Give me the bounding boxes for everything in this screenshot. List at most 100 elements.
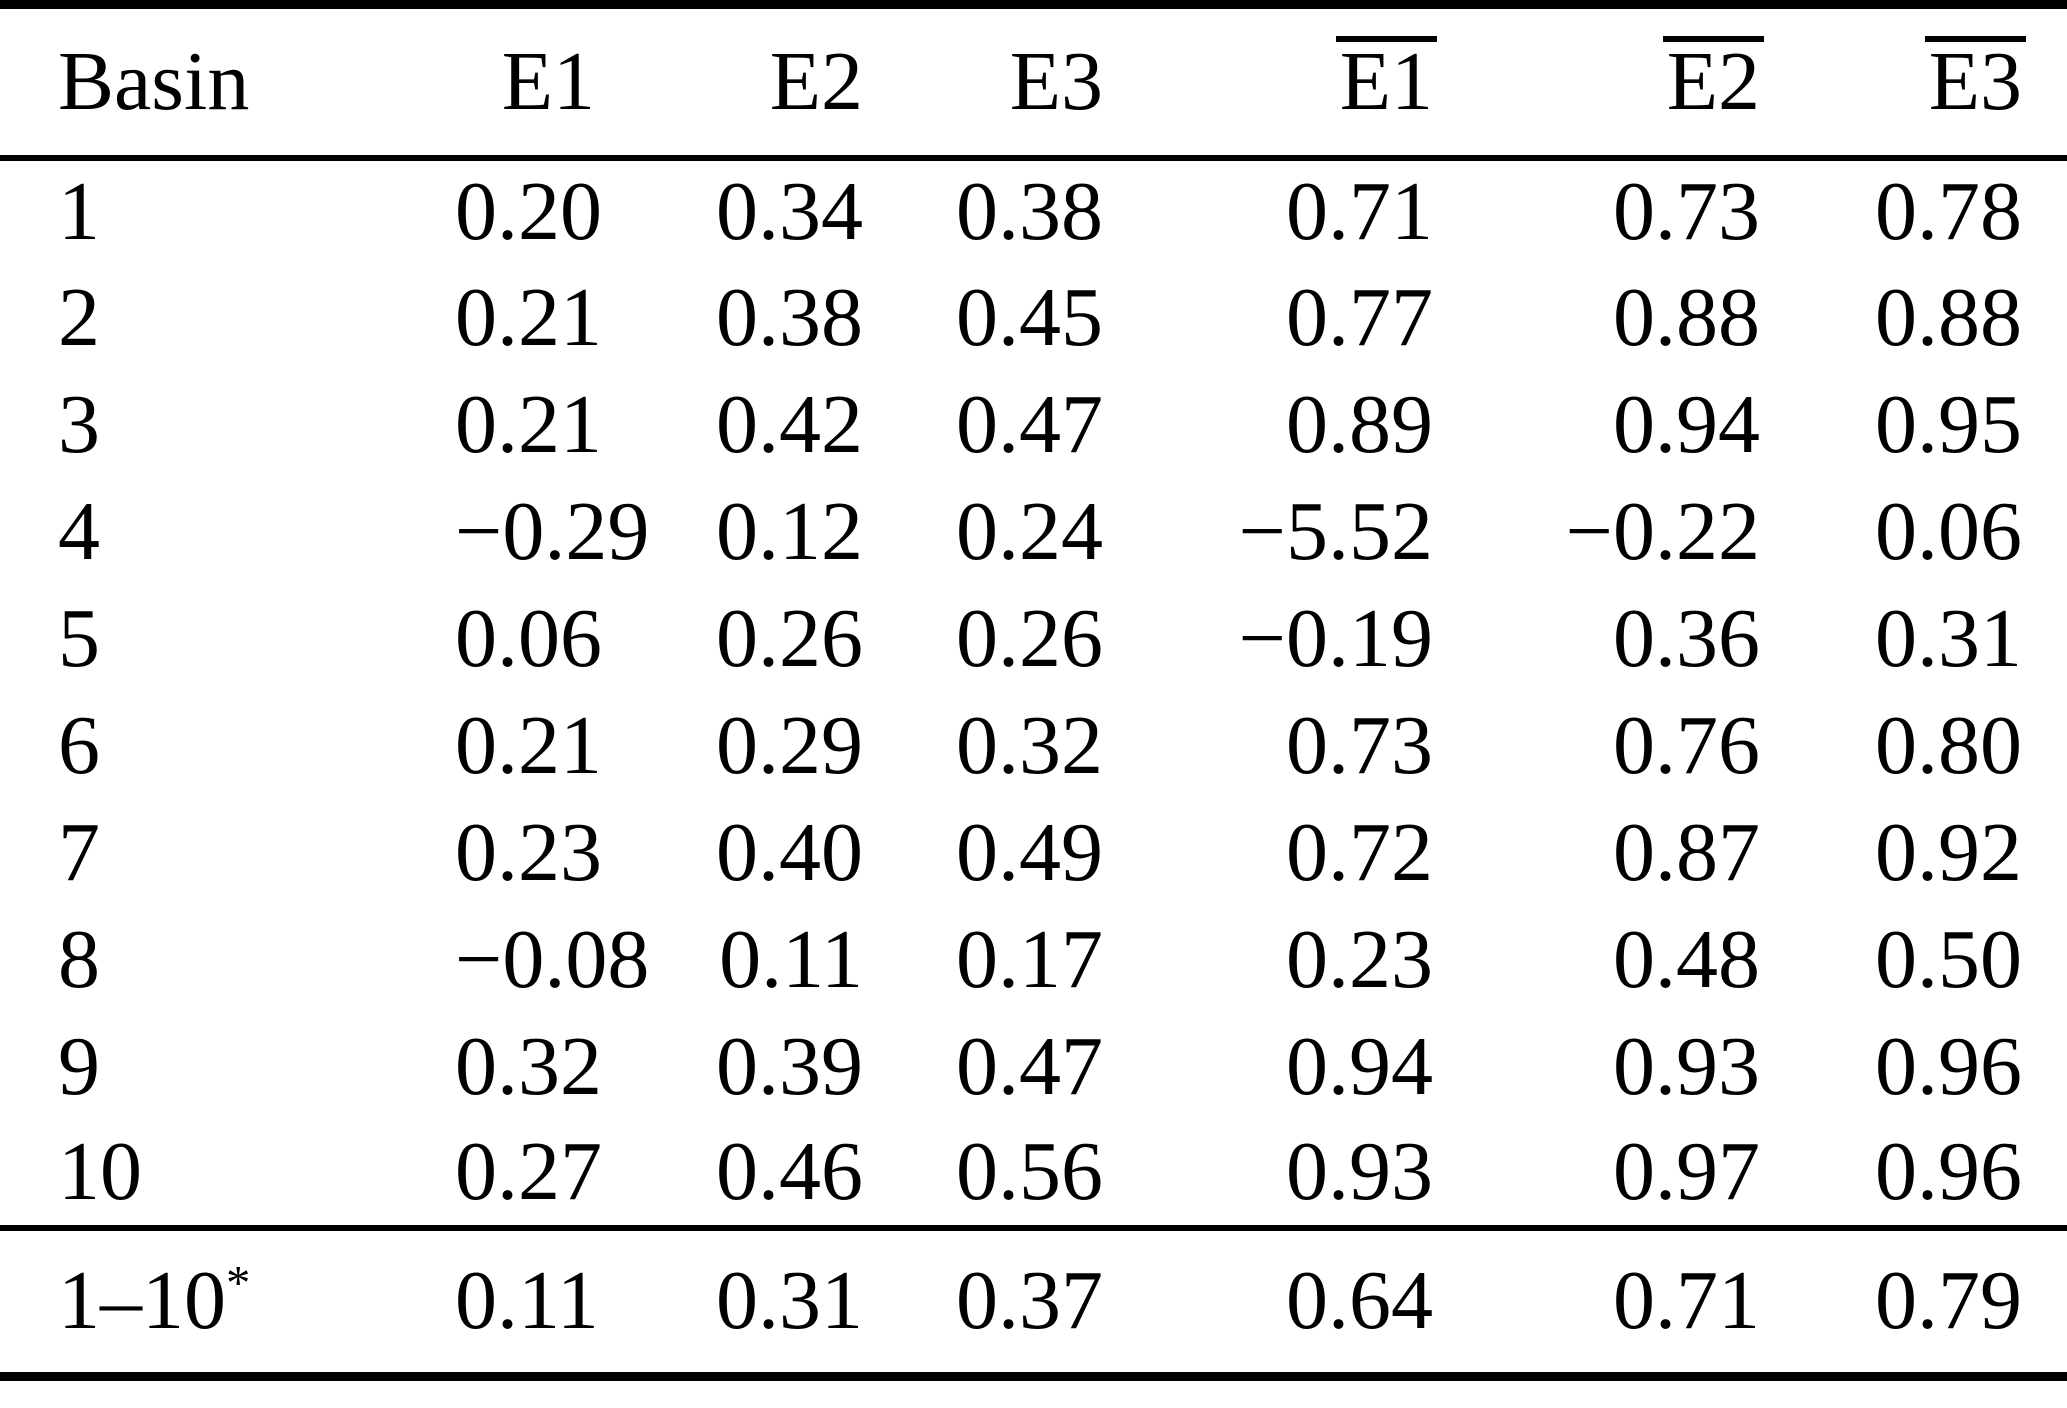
value-cell: 0.89 (1286, 377, 1433, 471)
basin-cell: 8 (58, 912, 100, 1006)
value-cell: 0.77 (1286, 270, 1433, 364)
value-cell: 0.47 (956, 1019, 1103, 1113)
value-cell: −0.19 (1238, 591, 1433, 685)
value-cell: 0.36 (1613, 591, 1760, 685)
value-cell: 0.46 (716, 1125, 863, 1219)
table-row: 3 0.21 0.42 0.47 0.89 0.94 0.95 (0, 372, 2067, 479)
summary-value-cell: 0.79 (1760, 1224, 2067, 1377)
value-cell: 0.87 (1613, 805, 1760, 899)
value-cell: 0.32 (956, 698, 1103, 792)
basin-cell: 1 (58, 165, 100, 259)
value-cell: 0.56 (956, 1125, 1103, 1219)
value-cell: 0.24 (956, 484, 1103, 578)
overline-label: E2 (1662, 34, 1765, 128)
value-cell: 0.48 (1613, 912, 1760, 1006)
basin-cell: 7 (58, 805, 100, 899)
value-cell: 0.39 (716, 1019, 863, 1113)
table-footer: 1–10* 0.11 0.31 0.37 0.64 0.71 0.79 (0, 1224, 2067, 1377)
value-cell: 0.97 (1613, 1125, 1760, 1219)
value-cell: 0.42 (716, 377, 863, 471)
value-cell: 0.94 (1286, 1019, 1433, 1113)
summary-value-cell: 0.37 (863, 1224, 1103, 1377)
overline-label: E3 (1924, 34, 2027, 128)
column-header-basin: Basin (0, 4, 455, 161)
value-cell: 0.93 (1286, 1125, 1433, 1219)
summary-basin-label: 1–10 (58, 1254, 226, 1348)
value-cell: 0.50 (1875, 912, 2022, 1006)
summary-value-cell: 0.11 (455, 1224, 599, 1377)
basin-cell: 2 (58, 270, 100, 364)
header-row: Basin E1 E2 E3 E1 E2 E3 (0, 4, 2067, 161)
column-header-e1: E1 (455, 4, 595, 161)
value-cell: 0.72 (1286, 805, 1433, 899)
value-cell: 0.93 (1613, 1019, 1760, 1113)
value-cell: 0.26 (716, 591, 863, 685)
value-cell: 0.73 (1286, 698, 1433, 792)
value-cell: 0.21 (455, 377, 602, 471)
value-cell: 0.88 (1875, 270, 2022, 364)
value-cell: −0.08 (455, 912, 650, 1006)
basin-cell: 5 (58, 591, 100, 685)
value-cell: 0.80 (1875, 698, 2022, 792)
value-cell: 0.21 (455, 698, 602, 792)
value-cell: 0.27 (455, 1125, 602, 1219)
value-cell: 0.31 (1875, 591, 2022, 685)
value-cell: −5.52 (1238, 484, 1433, 578)
table-row: 9 0.32 0.39 0.47 0.94 0.93 0.96 (0, 1014, 2067, 1121)
summary-row: 1–10* 0.11 0.31 0.37 0.64 0.71 0.79 (0, 1224, 2067, 1377)
summary-value-cell: 0.31 (595, 1224, 863, 1377)
column-header-e1-mean: E1 (1103, 4, 1438, 161)
overline-label: E1 (1335, 34, 1438, 128)
value-cell: 0.20 (455, 165, 602, 259)
column-header-e3-mean: E3 (1760, 4, 2067, 161)
value-cell: 0.47 (956, 377, 1103, 471)
table-row: 2 0.21 0.38 0.45 0.77 0.88 0.88 (0, 265, 2067, 372)
table-row: 5 0.06 0.26 0.26 −0.19 0.36 0.31 (0, 586, 2067, 693)
value-cell: −0.29 (455, 484, 650, 578)
value-cell: 0.38 (956, 165, 1103, 259)
summary-value-cell: 0.64 (1103, 1224, 1433, 1377)
value-cell: 0.96 (1875, 1019, 2022, 1113)
basin-cell: 9 (58, 1019, 100, 1113)
value-cell: 0.45 (956, 270, 1103, 364)
value-cell: −0.22 (1565, 484, 1760, 578)
value-cell: 0.26 (956, 591, 1103, 685)
value-cell: 0.21 (455, 270, 602, 364)
value-cell: 0.11 (719, 912, 863, 1006)
basin-cell: 6 (58, 698, 100, 792)
table-row: 1 0.20 0.34 0.38 0.71 0.73 0.78 (0, 158, 2067, 265)
table-row: 6 0.21 0.29 0.32 0.73 0.76 0.80 (0, 693, 2067, 800)
value-cell: 0.12 (716, 484, 863, 578)
value-cell: 0.94 (1613, 377, 1760, 471)
summary-basin-cell: 1–10* (0, 1224, 455, 1377)
value-cell: 0.78 (1875, 165, 2022, 259)
value-cell: 0.96 (1875, 1125, 2022, 1219)
value-cell: 0.23 (1286, 912, 1433, 1006)
basin-cell: 10 (58, 1125, 142, 1219)
column-header-e3: E3 (863, 4, 1103, 161)
table-row: 7 0.23 0.40 0.49 0.72 0.87 0.92 (0, 800, 2067, 907)
value-cell: 0.92 (1875, 805, 2022, 899)
value-cell: 0.40 (716, 805, 863, 899)
table-row: 4 −0.29 0.12 0.24 −5.52 −0.22 0.06 (0, 479, 2067, 586)
column-header-e2: E2 (595, 4, 863, 161)
value-cell: 0.73 (1613, 165, 1760, 259)
basin-cell: 3 (58, 377, 100, 471)
footnote-asterisk: * (226, 1256, 251, 1311)
value-cell: 0.88 (1613, 270, 1760, 364)
value-cell: 0.49 (956, 805, 1103, 899)
value-cell: 0.71 (1286, 165, 1433, 259)
value-cell: 0.23 (455, 805, 602, 899)
table-body: 1 0.20 0.34 0.38 0.71 0.73 0.78 2 0.21 0.38 0.45 0.… (0, 158, 2067, 1228)
table-header: Basin E1 E2 E3 E1 E2 E3 (0, 4, 2067, 161)
column-header-e2-mean: E2 (1433, 4, 1765, 161)
value-cell: 0.06 (1875, 484, 2022, 578)
table-row: 10 0.27 0.46 0.56 0.93 0.97 0.96 (0, 1121, 2067, 1228)
basin-cell: 4 (58, 484, 100, 578)
value-cell: 0.95 (1875, 377, 2022, 471)
value-cell: 0.38 (716, 270, 863, 364)
value-cell: 0.06 (455, 591, 602, 685)
value-cell: 0.32 (455, 1019, 602, 1113)
